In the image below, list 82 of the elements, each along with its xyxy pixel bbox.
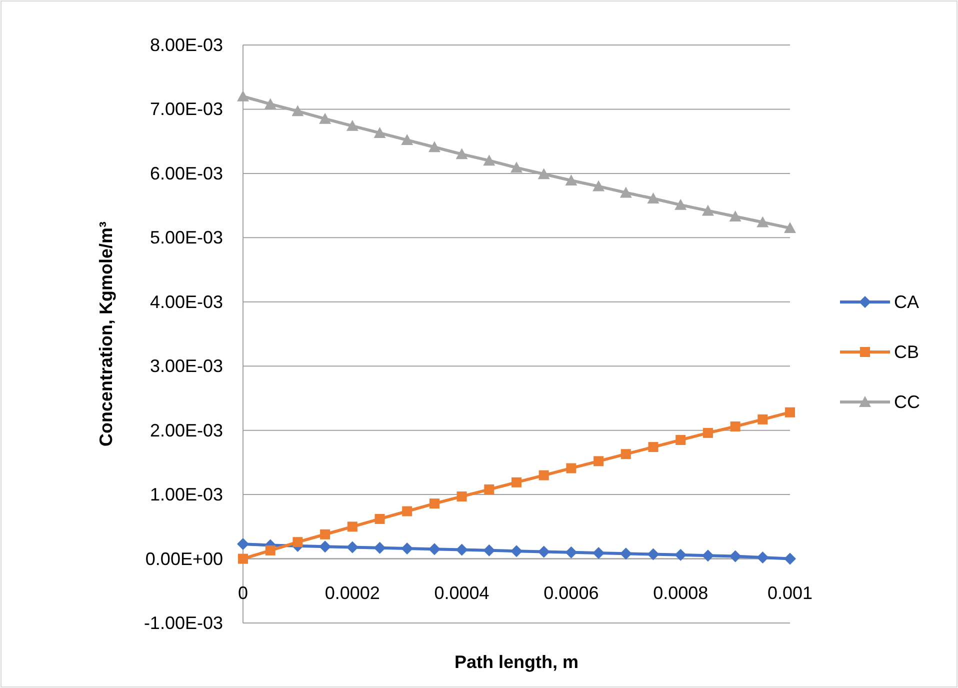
y-tick-label: 2.00E-03 bbox=[150, 420, 223, 440]
point bbox=[265, 545, 276, 556]
point bbox=[566, 463, 576, 474]
y-tick-label: 3.00E-03 bbox=[150, 356, 223, 376]
point bbox=[648, 442, 658, 452]
point bbox=[510, 162, 522, 173]
point bbox=[429, 498, 440, 509]
point bbox=[484, 484, 494, 494]
point bbox=[676, 434, 686, 445]
point bbox=[319, 112, 332, 124]
point bbox=[428, 141, 440, 152]
point bbox=[784, 222, 796, 234]
point bbox=[756, 216, 769, 228]
point bbox=[538, 168, 550, 180]
legend-label: CB bbox=[894, 342, 920, 362]
x-tick-label: 0 bbox=[238, 582, 248, 603]
point bbox=[647, 548, 660, 560]
point bbox=[264, 98, 276, 110]
point bbox=[565, 174, 578, 186]
point bbox=[483, 544, 496, 556]
x-tick-label: 0.0004 bbox=[434, 582, 490, 603]
y-axis-title: Concentration, Kgmole/m³ bbox=[96, 221, 116, 447]
point bbox=[620, 186, 632, 198]
y-tick-label: 0.00E+00 bbox=[145, 548, 223, 569]
point bbox=[538, 470, 549, 480]
point bbox=[702, 204, 714, 216]
point bbox=[702, 550, 714, 562]
y-tick-label: -1.00E-03 bbox=[144, 613, 223, 633]
point bbox=[729, 550, 742, 562]
point bbox=[428, 543, 440, 556]
point bbox=[730, 421, 740, 432]
point bbox=[674, 548, 687, 561]
x-tick-label: 0.0006 bbox=[544, 582, 599, 603]
point bbox=[620, 449, 631, 460]
point bbox=[292, 537, 303, 548]
y-tick-label: 7.00E-03 bbox=[150, 99, 223, 120]
point bbox=[320, 529, 330, 540]
point bbox=[374, 126, 386, 138]
point bbox=[538, 546, 550, 558]
point bbox=[756, 551, 769, 564]
point bbox=[620, 548, 632, 560]
x-tick-label: 0.001 bbox=[767, 582, 813, 603]
point bbox=[512, 477, 522, 488]
y-tick-label: 4.00E-03 bbox=[150, 292, 223, 312]
point bbox=[374, 542, 386, 554]
x-tick-label: 0.0008 bbox=[653, 582, 708, 603]
point bbox=[237, 90, 249, 102]
y-tick-label: 8.00E-03 bbox=[150, 35, 223, 55]
point bbox=[565, 546, 578, 558]
point bbox=[784, 552, 796, 565]
point bbox=[456, 491, 467, 502]
y-tick-label: 1.00E-03 bbox=[150, 484, 223, 505]
point bbox=[402, 506, 412, 516]
point bbox=[510, 545, 522, 558]
point bbox=[758, 414, 768, 424]
point bbox=[456, 544, 468, 556]
point bbox=[674, 198, 687, 210]
point bbox=[238, 554, 248, 564]
point bbox=[592, 180, 605, 192]
point bbox=[592, 547, 605, 559]
legend-label: CC bbox=[894, 392, 920, 412]
legend-label: CA bbox=[894, 292, 920, 312]
point bbox=[347, 522, 358, 532]
point bbox=[374, 514, 385, 524]
y-tick-label: 5.00E-03 bbox=[150, 228, 223, 248]
point bbox=[237, 538, 249, 550]
point bbox=[456, 148, 468, 160]
x-axis-title: Path length, m bbox=[454, 652, 579, 672]
point bbox=[647, 192, 660, 204]
x-tick-label: 0.0002 bbox=[324, 582, 380, 603]
point bbox=[292, 105, 304, 116]
point bbox=[483, 154, 496, 166]
point bbox=[319, 540, 332, 553]
y-tick-label: 6.00E-03 bbox=[150, 163, 223, 184]
point bbox=[702, 428, 713, 438]
point bbox=[594, 456, 604, 466]
point bbox=[785, 407, 795, 418]
point bbox=[401, 134, 414, 146]
point bbox=[346, 541, 358, 554]
point bbox=[729, 210, 742, 222]
point bbox=[401, 542, 414, 554]
point bbox=[346, 120, 358, 131]
